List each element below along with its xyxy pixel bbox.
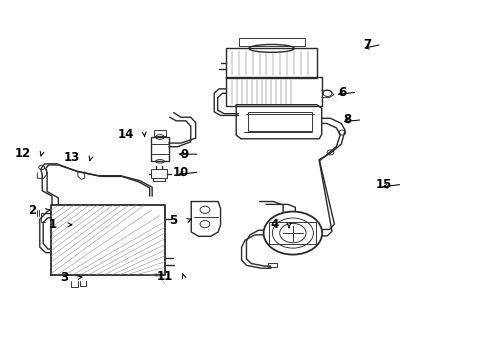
- Text: 12: 12: [15, 147, 31, 159]
- Text: 6: 6: [339, 86, 346, 99]
- Text: 5: 5: [170, 214, 177, 227]
- Text: 13: 13: [64, 151, 80, 164]
- Bar: [270, 222, 317, 244]
- Text: 7: 7: [363, 38, 371, 51]
- Text: 15: 15: [375, 178, 392, 191]
- Text: 8: 8: [343, 113, 351, 126]
- Text: 1: 1: [49, 218, 57, 231]
- Bar: [269, 263, 277, 267]
- Text: 14: 14: [117, 127, 134, 141]
- Bar: [239, 39, 305, 45]
- Text: 4: 4: [270, 218, 278, 231]
- Bar: [248, 112, 312, 131]
- Text: 10: 10: [172, 166, 189, 179]
- Text: 3: 3: [60, 271, 68, 284]
- Text: 2: 2: [28, 204, 36, 217]
- Bar: [154, 130, 166, 136]
- Bar: [151, 169, 167, 178]
- Text: 9: 9: [180, 148, 189, 161]
- Text: 11: 11: [156, 270, 172, 283]
- Bar: [151, 137, 169, 161]
